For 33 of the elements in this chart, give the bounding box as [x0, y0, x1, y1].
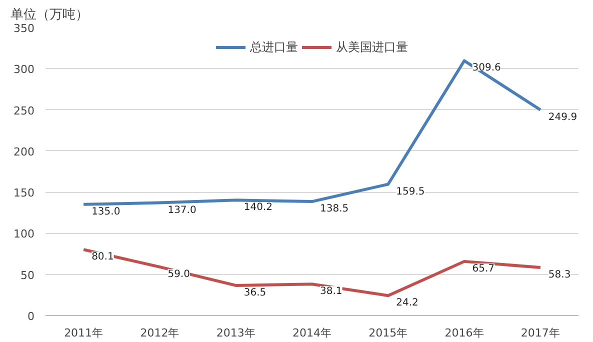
y-tick-label: 100 — [14, 228, 35, 241]
y-tick-label: 200 — [14, 145, 35, 158]
x-tick-label: 2011年 — [64, 326, 104, 340]
data-label: 38.1 — [320, 286, 342, 298]
data-label: 36.5 — [244, 287, 266, 298]
x-tick-label: 2014年 — [292, 326, 332, 340]
data-label: 80.1 — [92, 252, 114, 263]
data-label: 24.2 — [396, 298, 418, 309]
legend-label: 从美国进口量 — [336, 38, 408, 56]
x-tick-label: 2015年 — [368, 326, 408, 340]
y-tick-label: 50 — [20, 268, 35, 282]
data-label: 138.5 — [320, 204, 349, 215]
data-label: 135.0 — [92, 206, 120, 218]
y-tick-label: 150 — [14, 186, 35, 200]
y-tick-label: 300 — [14, 63, 35, 76]
legend-label: 总进口量 — [250, 38, 298, 56]
data-label: 59.0 — [168, 268, 190, 280]
data-label: 137.0 — [168, 204, 196, 216]
x-tick-label: 2016年 — [444, 326, 484, 340]
data-label: 309.6 — [472, 62, 501, 74]
data-label: 140.2 — [244, 202, 272, 214]
data-label: 58.3 — [548, 270, 571, 281]
line-series — [82, 248, 542, 298]
data-label: 159.5 — [396, 186, 425, 198]
y-tick-label: 250 — [14, 104, 35, 118]
y-tick-label: 0 — [28, 310, 34, 323]
x-tick-label: 2017年 — [520, 326, 560, 340]
y-axis-title: 单位（万吨） — [10, 8, 88, 22]
data-label: 65.7 — [472, 263, 495, 274]
y-tick-label: 350 — [14, 22, 35, 35]
x-tick-label: 2012年 — [140, 326, 180, 340]
x-tick-label: 2013年 — [216, 326, 256, 340]
data-label: 249.9 — [548, 112, 578, 123]
